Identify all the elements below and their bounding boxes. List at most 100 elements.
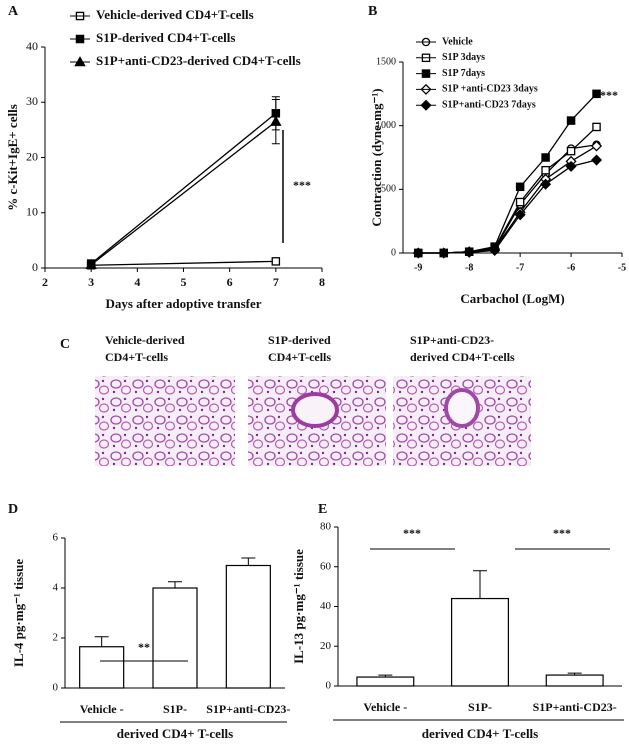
x-tick-label: Vehicle -: [363, 700, 407, 714]
legend-label: S1P 3days: [442, 52, 485, 63]
x-tick-label: 7: [273, 275, 279, 289]
y-tick-label: 4: [53, 582, 59, 594]
histology-vessel: [444, 388, 480, 428]
bar: [152, 587, 198, 689]
marker: [514, 209, 526, 221]
y-tick-label: 0: [32, 260, 38, 274]
y-tick-label: 40: [26, 39, 38, 53]
y-tick-label: 10: [26, 205, 38, 219]
annotation: **: [138, 640, 150, 654]
error-bar: [168, 581, 182, 588]
marker: [271, 257, 281, 266]
histology-images: [95, 376, 531, 466]
marker: [591, 154, 603, 166]
bar: [79, 646, 125, 689]
y-tick-label: 40: [320, 600, 332, 612]
x-tick-label: -5: [618, 262, 626, 273]
y-tick-label: 20: [320, 640, 332, 652]
legend-label: S1P+anti-CD23 7days: [442, 99, 536, 110]
y-tick-label: 500: [381, 184, 396, 195]
y-tick-label: 1000: [376, 120, 396, 131]
x-tick-label: 8: [319, 275, 325, 289]
bar: [356, 676, 415, 687]
bar: [225, 564, 271, 689]
y-axis-label: Contraction (dyne·mg⁻¹): [369, 88, 384, 226]
image-caption: Vehicle-derived: [105, 333, 185, 347]
image-caption: CD4+T-cells: [268, 350, 331, 364]
marker: [515, 197, 525, 207]
y-tick-label: 30: [26, 94, 38, 108]
image-caption: S1P-derived: [268, 333, 331, 347]
annotation: ***: [600, 88, 618, 102]
y-tick-label: 80: [320, 521, 332, 533]
x-tick-label: 6: [227, 275, 233, 289]
image-caption: CD4+T-cells: [105, 350, 168, 364]
x-axis-label: derived CD4+ T-cells: [117, 726, 233, 741]
series-line: [418, 159, 597, 254]
panel-letter: C: [60, 337, 70, 352]
error-bar: [473, 570, 487, 599]
y-axis-label: IL-4 pg·mg⁻¹ tissue: [11, 559, 26, 668]
marker: [592, 89, 601, 99]
marker: [438, 247, 450, 259]
x-tick-label: S1P-: [163, 702, 187, 716]
x-tick-label: -6: [567, 262, 575, 273]
x-tick-label: -9: [414, 262, 422, 273]
x-axis-label: derived CD4+ T-cells: [422, 726, 538, 741]
marker: [565, 160, 577, 172]
x-axis-label: Days after adoptive transfer: [105, 296, 261, 311]
y-tick-label: 6: [53, 532, 59, 544]
error-bar: [241, 557, 256, 566]
histology-vessel: [291, 392, 339, 428]
marker: [541, 165, 550, 175]
marker: [515, 182, 525, 192]
x-tick-label: Vehicle -: [80, 702, 124, 716]
legend-label: Vehicle: [442, 36, 473, 47]
panel-letter: B: [368, 4, 377, 19]
x-tick-label: S1P+anti-CD23-: [206, 702, 290, 716]
series-line: [90, 121, 277, 266]
marker: [541, 153, 550, 162]
marker: [85, 258, 97, 269]
bar: [451, 597, 510, 687]
y-tick-label: 20: [26, 149, 38, 163]
image-caption: derived CD4+T-cells: [410, 350, 515, 364]
x-tick-label: 5: [181, 275, 187, 289]
marker: [566, 146, 576, 156]
histology-image: [95, 376, 235, 466]
x-tick-label: 4: [134, 275, 140, 289]
annotation: ***: [553, 526, 571, 540]
bar: [545, 674, 604, 687]
x-tick-label: -8: [465, 262, 473, 273]
legend-label: S1P +anti-CD23 3days: [442, 84, 538, 95]
y-tick-label: 0: [391, 247, 396, 258]
marker: [463, 246, 475, 258]
marker: [270, 115, 282, 126]
marker: [566, 116, 576, 125]
x-tick-label: S1P+anti-CD23-: [533, 700, 617, 714]
annotation: ***: [293, 178, 311, 192]
legend-label: S1P+anti-CD23-derived CD4+T-cells: [96, 53, 301, 68]
y-tick-label: 1500: [376, 56, 396, 67]
error-bar: [94, 636, 109, 647]
panel-letter: E: [318, 502, 327, 517]
image-caption: S1P+anti-CD23-: [410, 333, 494, 347]
series-line: [91, 260, 276, 266]
y-axis-label: IL-13 pg·mg⁻¹ tissue: [291, 549, 306, 664]
marker: [592, 122, 601, 132]
x-tick-label: 3: [88, 275, 94, 289]
x-axis-label: Carbachol (LogM): [460, 291, 564, 306]
annotation: ***: [403, 526, 421, 540]
marker: [540, 178, 552, 190]
panel-letter: A: [8, 4, 19, 19]
y-tick-label: 0: [326, 680, 332, 692]
x-tick-label: S1P-: [468, 700, 492, 714]
marker: [489, 244, 501, 256]
marker: [591, 140, 603, 152]
y-tick-label: 2: [53, 632, 59, 644]
x-tick-label: -7: [516, 262, 524, 273]
panel-letter: D: [8, 502, 18, 517]
x-tick-label: 2: [42, 275, 48, 289]
marker: [412, 247, 424, 259]
